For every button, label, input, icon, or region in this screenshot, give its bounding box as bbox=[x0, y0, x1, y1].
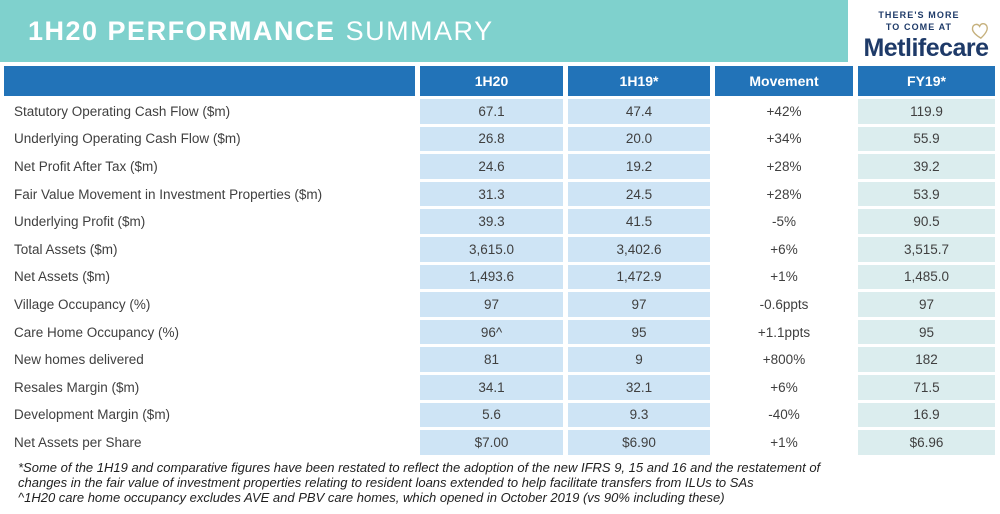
row-label: Fair Value Movement in Investment Proper… bbox=[4, 181, 415, 207]
cell-1h20: 34.1 bbox=[420, 374, 563, 400]
column-header-movement: Movement bbox=[715, 66, 853, 96]
footnote-restatement: *Some of the 1H19 and comparative figure… bbox=[18, 460, 821, 490]
cell-fy19: 16.9 bbox=[858, 402, 995, 428]
cell-1h20: 24.6 bbox=[420, 154, 563, 179]
cell-movement: +42% bbox=[715, 99, 853, 124]
column-header-1h20: 1H20 bbox=[420, 66, 563, 96]
row-label: Development Margin ($m) bbox=[4, 402, 415, 428]
cell-fy19: 55.9 bbox=[858, 126, 995, 152]
heart-outline-icon bbox=[971, 22, 988, 40]
cell-movement: +1.1ppts bbox=[715, 319, 853, 345]
cell-1h20: 81 bbox=[420, 347, 563, 372]
cell-fy19: 119.9 bbox=[858, 99, 995, 124]
title-bar: 1H20 PERFORMANCE SUMMARY bbox=[0, 0, 848, 62]
row-label: Net Profit After Tax ($m) bbox=[4, 154, 415, 179]
performance-table: 1H20 1H19* Movement FY19* Statutory Oper… bbox=[4, 66, 995, 455]
cell-movement: +34% bbox=[715, 126, 853, 152]
cell-1h19: 9.3 bbox=[568, 402, 710, 428]
cell-1h20: 5.6 bbox=[420, 402, 563, 428]
cell-movement: +800% bbox=[715, 347, 853, 372]
row-label: Net Assets ($m) bbox=[4, 264, 415, 290]
row-label: Underlying Profit ($m) bbox=[4, 209, 415, 234]
top-bar: 1H20 PERFORMANCE SUMMARY THERE'S MORE TO… bbox=[0, 0, 1000, 62]
cell-1h19: 41.5 bbox=[568, 209, 710, 234]
cell-1h19: $6.90 bbox=[568, 430, 710, 455]
logo-tagline-line2: TO COME AT bbox=[885, 22, 953, 32]
cell-fy19: 71.5 bbox=[858, 374, 995, 400]
row-label: Care Home Occupancy (%) bbox=[4, 319, 415, 345]
cell-1h19: 32.1 bbox=[568, 374, 710, 400]
column-header-1h19: 1H19* bbox=[568, 66, 710, 96]
footnotes: *Some of the 1H19 and comparative figure… bbox=[18, 460, 868, 505]
cell-1h19: 9 bbox=[568, 347, 710, 372]
logo-tagline-line1: THERE'S MORE bbox=[878, 10, 960, 20]
cell-movement: -40% bbox=[715, 402, 853, 428]
cell-movement: +6% bbox=[715, 374, 853, 400]
cell-movement: -0.6ppts bbox=[715, 292, 853, 317]
page-title-bold: 1H20 PERFORMANCE bbox=[28, 15, 336, 46]
cell-1h20: 67.1 bbox=[420, 99, 563, 124]
cell-fy19: 3,515.7 bbox=[858, 236, 995, 262]
cell-1h19: 24.5 bbox=[568, 181, 710, 207]
cell-1h20: 39.3 bbox=[420, 209, 563, 234]
cell-fy19: $6.96 bbox=[858, 430, 995, 455]
cell-1h19: 20.0 bbox=[568, 126, 710, 152]
cell-1h19: 47.4 bbox=[568, 99, 710, 124]
cell-1h19: 19.2 bbox=[568, 154, 710, 179]
page-title-light: SUMMARY bbox=[345, 15, 494, 46]
cell-movement: +6% bbox=[715, 236, 853, 262]
cell-1h20: 31.3 bbox=[420, 181, 563, 207]
cell-1h20: 26.8 bbox=[420, 126, 563, 152]
footnote-care-home-occupancy: ^1H20 care home occupancy excludes AVE a… bbox=[18, 490, 725, 505]
cell-1h20: 1,493.6 bbox=[420, 264, 563, 290]
cell-1h20: 97 bbox=[420, 292, 563, 317]
row-label: Net Assets per Share bbox=[4, 430, 415, 455]
cell-1h20: 3,615.0 bbox=[420, 236, 563, 262]
logo-tagline: THERE'S MORE TO COME AT bbox=[852, 9, 1000, 33]
cell-1h19: 95 bbox=[568, 319, 710, 345]
row-label: Underlying Operating Cash Flow ($m) bbox=[4, 126, 415, 152]
metlifecare-logo: THERE'S MORE TO COME AT Metlifecare bbox=[852, 6, 1000, 62]
cell-1h20: 96^ bbox=[420, 319, 563, 345]
cell-1h19: 1,472.9 bbox=[568, 264, 710, 290]
cell-fy19: 182 bbox=[858, 347, 995, 372]
row-label: Resales Margin ($m) bbox=[4, 374, 415, 400]
cell-fy19: 95 bbox=[858, 319, 995, 345]
logo-brand-text: Metlifecare bbox=[863, 34, 989, 62]
cell-1h19: 3,402.6 bbox=[568, 236, 710, 262]
cell-fy19: 1,485.0 bbox=[858, 264, 995, 290]
cell-1h19: 97 bbox=[568, 292, 710, 317]
cell-movement: +1% bbox=[715, 264, 853, 290]
cell-movement: -5% bbox=[715, 209, 853, 234]
cell-movement: +28% bbox=[715, 154, 853, 179]
cell-fy19: 39.2 bbox=[858, 154, 995, 179]
cell-fy19: 97 bbox=[858, 292, 995, 317]
cell-fy19: 53.9 bbox=[858, 181, 995, 207]
row-label: Village Occupancy (%) bbox=[4, 292, 415, 317]
row-label: Total Assets ($m) bbox=[4, 236, 415, 262]
cell-fy19: 90.5 bbox=[858, 209, 995, 234]
cell-movement: +1% bbox=[715, 430, 853, 455]
column-header-blank bbox=[4, 66, 415, 96]
column-header-fy19: FY19* bbox=[858, 66, 995, 96]
cell-movement: +28% bbox=[715, 181, 853, 207]
row-label: Statutory Operating Cash Flow ($m) bbox=[4, 99, 415, 124]
row-label: New homes delivered bbox=[4, 347, 415, 372]
cell-1h20: $7.00 bbox=[420, 430, 563, 455]
